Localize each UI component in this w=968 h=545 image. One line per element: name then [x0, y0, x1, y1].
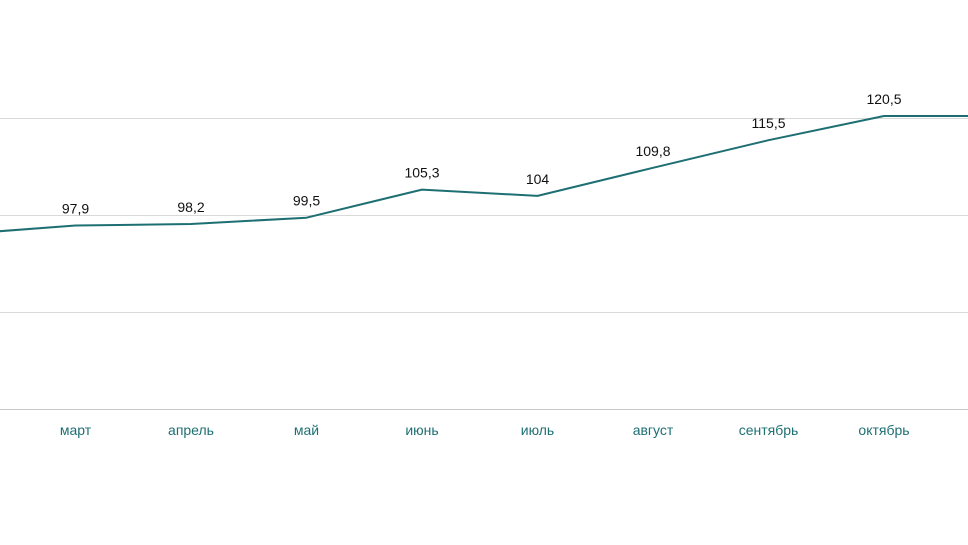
data-label: 109,8 [635, 143, 670, 159]
x-axis-tick-labels: март апрель май июнь июль август сентябрь октяб… [60, 422, 910, 438]
series-line-0 [0, 115, 968, 233]
data-label: 97,9 [62, 200, 89, 216]
data-label: 99,5 [293, 193, 320, 209]
data-label: 98,2 [177, 199, 204, 215]
x-tick-label: июнь [405, 422, 438, 438]
x-tick-label: март [60, 422, 92, 438]
data-label: 120,5 [866, 91, 901, 107]
data-labels: 97,9 98,2 99,5 105,3 104 109,8 115,5 120,5 [62, 91, 902, 216]
x-tick-label: май [294, 422, 319, 438]
x-tick-label: сентябрь [739, 422, 799, 438]
x-tick-label: август [633, 422, 674, 438]
data-label: 115,5 [752, 115, 786, 131]
gridlines [0, 118, 968, 410]
x-tick-label: октябрь [858, 422, 909, 438]
data-label: 105,3 [404, 165, 439, 181]
data-label: 104 [526, 171, 550, 187]
x-tick-label: апрель [168, 422, 214, 438]
series-group [0, 115, 968, 233]
x-tick-label: июль [521, 422, 554, 438]
